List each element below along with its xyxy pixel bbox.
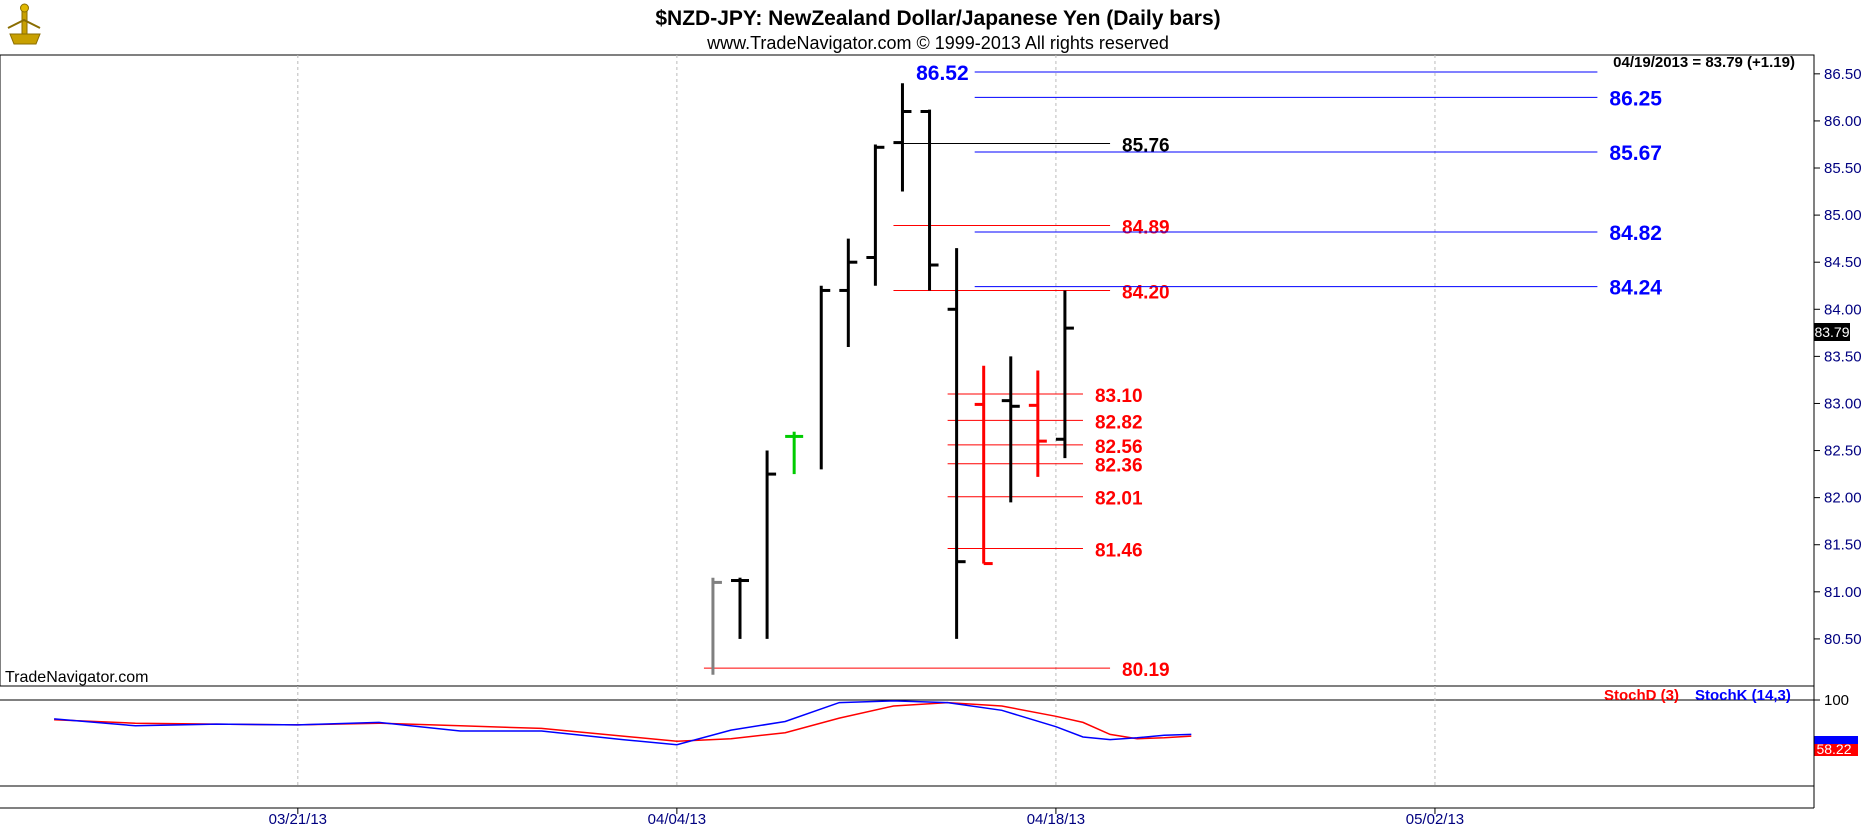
- stoch-last-tag-text: 58.22: [1816, 741, 1851, 757]
- logo-icon: [3, 2, 47, 48]
- y-tick-label: 82.00: [1824, 490, 1862, 507]
- y-tick-label: 86.50: [1824, 66, 1862, 83]
- price-grid: [297, 55, 1436, 686]
- last-price-label: 04/19/2013 = 83.79 (+1.19): [1613, 54, 1795, 71]
- level-label: 82.36: [1095, 456, 1143, 477]
- ohlc-bar: [974, 365, 993, 566]
- y-tick-label: 81.00: [1824, 584, 1862, 601]
- ohlc-bar: [1055, 290, 1074, 459]
- level-label: 84.82: [1609, 222, 1662, 245]
- stoch-series-line: [54, 700, 1192, 746]
- price-bars: [711, 83, 1074, 675]
- level-label: 85.76: [1122, 136, 1170, 157]
- y-tick-label: 82.50: [1824, 443, 1862, 460]
- watermark: TradeNavigator.com: [5, 669, 148, 686]
- level-label: 86.52: [916, 62, 969, 85]
- ohlc-bar: [711, 577, 722, 675]
- ohlc-bar: [893, 83, 912, 192]
- x-tick-label: 05/02/13: [1406, 811, 1464, 828]
- level-label: 85.67: [1609, 142, 1662, 165]
- level-label: 82.56: [1095, 437, 1143, 458]
- level-label: 83.10: [1095, 386, 1143, 407]
- level-label: 86.25: [1609, 87, 1662, 110]
- level-label: 82.82: [1095, 412, 1143, 433]
- price-panel: 86.50 86.00 85.50 85.00 84.50 84.00 83.50 83.00…: [0, 54, 1862, 687]
- y-tick-label: 85.00: [1824, 207, 1862, 224]
- stoch-series-line: [54, 701, 1192, 743]
- last-price-tag-text: 83.79: [1814, 324, 1849, 340]
- chart-title: $NZD-JPY: NewZealand Dollar/Japanese Yen…: [655, 7, 1220, 30]
- copyright-text: www.TradeNavigator.com © 1999-2013 All r…: [706, 33, 1169, 53]
- x-axis: 03/21/13 04/04/13 04/18/13 05/02/13: [0, 807, 1814, 828]
- legend-stochk: StochK (14,3): [1695, 687, 1791, 704]
- legend-stochd: StochD (3): [1604, 687, 1679, 704]
- stochastic-grid: [297, 686, 1436, 786]
- last-price-tag: 83.79: [1814, 323, 1850, 341]
- level-label: 84.20: [1122, 282, 1170, 303]
- ohlc-bar: [785, 431, 804, 475]
- y-tick-label: 84.50: [1824, 254, 1862, 271]
- ohlc-bar: [866, 144, 885, 286]
- level-label: 80.19: [1122, 660, 1170, 681]
- level-label: 84.89: [1122, 217, 1170, 238]
- stochastic-lines: [54, 700, 1192, 746]
- price-y-axis: 86.50 86.00 85.50 85.00 84.50 84.00 83.50 83.00…: [1814, 66, 1862, 648]
- ohlc-bar: [765, 450, 777, 639]
- ohlc-bar: [920, 109, 939, 291]
- ohlc-bar: [1028, 370, 1047, 477]
- y-tick-label: 83.00: [1824, 395, 1862, 412]
- x-tick-label: 04/04/13: [648, 811, 706, 828]
- y-tick-label: 81.50: [1824, 537, 1862, 554]
- ohlc-bar: [1001, 356, 1020, 503]
- stoch-y-tick-label: 100: [1824, 692, 1849, 709]
- y-tick-label: 80.50: [1824, 631, 1862, 648]
- price-levels: 86.52 86.25 85.76 85.67 84.89 84.82 84.20 84.24…: [703, 62, 1662, 681]
- y-tick-label: 86.00: [1824, 113, 1862, 130]
- x-tick-label: 03/21/13: [269, 811, 327, 828]
- ohlc-bar: [731, 577, 750, 639]
- ohlc-bar: [819, 285, 831, 470]
- level-label: 82.01: [1095, 489, 1143, 510]
- level-label: 84.24: [1609, 277, 1662, 300]
- y-tick-label: 84.00: [1824, 301, 1862, 318]
- level-label: 81.46: [1095, 540, 1143, 561]
- stoch-last-tag: 58.22: [1814, 736, 1858, 757]
- y-tick-label: 83.50: [1824, 348, 1862, 365]
- stochastic-panel: 10050: [0, 685, 1849, 787]
- x-tick-label: 04/18/13: [1027, 811, 1085, 828]
- ohlc-bar: [947, 248, 966, 639]
- ohlc-bar: [839, 238, 858, 347]
- y-tick-label: 85.50: [1824, 160, 1862, 177]
